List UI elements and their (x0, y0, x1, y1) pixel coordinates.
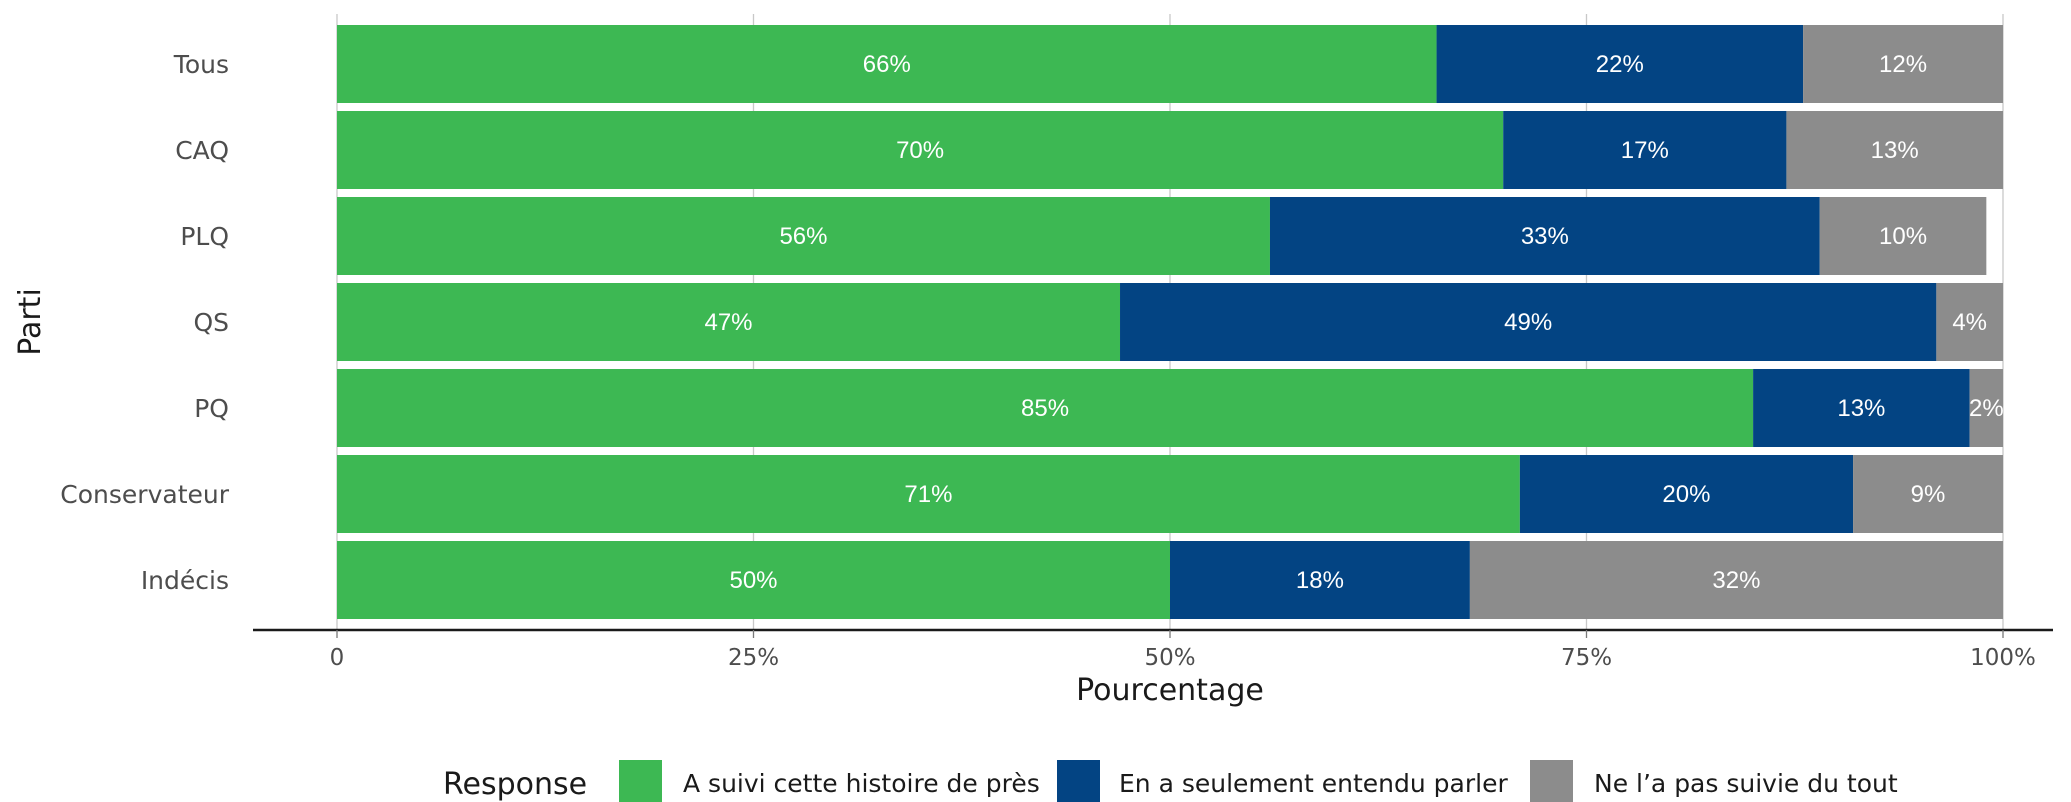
bar-value-label: 47% (704, 309, 752, 336)
bar-segment (337, 369, 1754, 447)
bar-value-label: 4% (1952, 309, 1987, 336)
x-tick-label: 50% (1144, 645, 1195, 671)
bars (337, 25, 2003, 619)
x-tick-label: 25% (728, 645, 779, 671)
bar-value-label: 2% (1969, 395, 2004, 422)
y-tick-label: PLQ (180, 222, 229, 251)
bar-segment (1120, 283, 1937, 361)
legend-swatch (1530, 760, 1573, 802)
bar-value-label: 50% (729, 567, 777, 594)
x-tick-label: 100% (1970, 645, 2036, 671)
bar-value-label: 17% (1621, 137, 1669, 164)
bar-segment (1803, 25, 2003, 103)
bar-value-label: 66% (863, 51, 911, 78)
x-axis-title: Pourcentage (1076, 673, 1264, 708)
y-tick-label: Indécis (141, 566, 229, 595)
y-tick-label: PQ (194, 394, 229, 423)
x-tick-label: 0 (330, 645, 345, 671)
bar-value-label: 70% (896, 137, 944, 164)
bar-value-label: 22% (1596, 51, 1644, 78)
bar-value-label: 49% (1504, 309, 1552, 336)
bar-value-label: 32% (1712, 567, 1760, 594)
bar-segment (1819, 197, 1987, 275)
bar-value-label: 33% (1521, 223, 1569, 250)
legend-label: En a seulement entendu parler (1119, 769, 1508, 798)
bar-segment (1436, 25, 1804, 103)
bar-value-label: 56% (779, 223, 827, 250)
y-tick-label: Tous (173, 50, 229, 79)
bar-segment (337, 541, 1170, 619)
bar-segment (337, 283, 1121, 361)
bar-segment (337, 25, 1437, 103)
bar-segment (1269, 197, 1820, 275)
bar-value-label: 20% (1662, 481, 1710, 508)
axes: Tous CAQ PLQ QS PQ Conservateur Indécis 0 25% 50%… (60, 50, 2053, 671)
legend-title: Response (443, 767, 587, 802)
bar-segment (337, 455, 1520, 533)
bar-segment (1170, 541, 1470, 619)
bar-segment (1753, 369, 1970, 447)
bar-segment (1936, 283, 2003, 361)
bar-value-label: 71% (904, 481, 952, 508)
bar-segment (337, 111, 1504, 189)
bar-value-label: 85% (1021, 395, 1069, 422)
legend: Response A suivi cette histoire de près E… (443, 760, 1898, 802)
bar-value-label: 10% (1879, 223, 1927, 250)
bar-segment (1469, 541, 2003, 619)
bar-value-label: 13% (1837, 395, 1885, 422)
y-tick-label: QS (193, 308, 229, 337)
legend-label: A suivi cette histoire de près (683, 769, 1040, 798)
bar-segment (1519, 455, 1854, 533)
y-tick-label: Conservateur (60, 480, 229, 509)
bar-value-label: 13% (1871, 137, 1919, 164)
bar-segment (1969, 369, 2003, 447)
x-tick-label: 75% (1561, 645, 1612, 671)
bar-value-label: 12% (1879, 51, 1927, 78)
legend-label: Ne l’a pas suivie du tout (1594, 769, 1898, 798)
bar-value-label: 18% (1296, 567, 1344, 594)
legend-swatch (1057, 760, 1100, 802)
bar-segment (1786, 111, 2003, 189)
legend-swatch (619, 760, 662, 802)
bar-value-label: 9% (1911, 481, 1946, 508)
bar-segment (337, 197, 1270, 275)
y-tick-label: CAQ (175, 136, 229, 165)
bar-labels: 66% 22% 12% 70% 17% 13% 56% 33% 10% 47% 49% 4% 85% 13… (704, 51, 2003, 594)
bar-segment (1853, 455, 2003, 533)
bar-segment (1503, 111, 1787, 189)
y-axis-title: Parti (13, 288, 48, 356)
